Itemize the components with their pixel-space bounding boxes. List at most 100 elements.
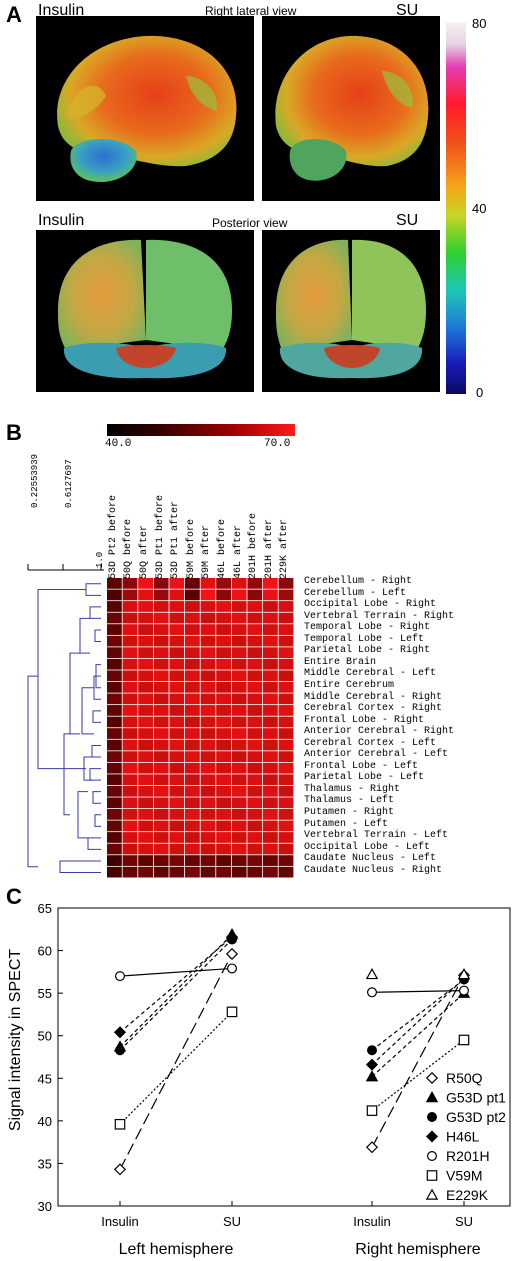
heatmap-cell [216,693,231,705]
heatmap-cell [107,820,122,832]
chart-axes: 30 35 40 45 50 55 60 65 Insulin SU Insulin SU Left h… [38,901,511,1258]
heatmap-cell [122,658,138,670]
heatmap-cell [247,843,263,855]
heatmap-cell [107,728,122,739]
row-label: Caudate Nucleus - Left [304,853,437,865]
heatmap-cell [122,843,138,855]
heatmap-scale-bar [107,424,295,436]
label-right-lateral-view: Right lateral view [205,4,297,18]
data-point [365,1141,379,1154]
heatmap-cell [153,658,169,670]
heatmap-cell [263,624,278,635]
heatmap-cell [107,624,122,635]
heatmap-cell [278,670,294,682]
heatmap-cell [169,578,185,589]
heatmap-cell [138,774,153,786]
x-tick-label: Insulin [353,1214,391,1229]
series-line [119,967,233,977]
series-line [119,953,233,1170]
row-label: Cerebral Cortex - Left [304,737,437,749]
heatmap-cell [263,716,278,728]
heatmap-cell [138,809,153,820]
heatmap-cell [278,601,294,612]
data-point [457,967,471,980]
heatmap-cell [231,635,247,647]
heatmap-cell [153,728,169,739]
heatmap-cell [138,832,153,843]
heatmap-cell [247,658,263,670]
scale-max: 70.0 [264,438,291,450]
heatmap-cell [216,762,231,774]
heatmap-cell [216,635,231,647]
heatmap-cell [231,624,247,635]
heatmap-cell [263,762,278,774]
heatmap-cell [122,774,138,786]
heatmap-cell [169,716,185,728]
heatmap-cell [138,658,153,670]
legend-label: G53D pt1 [446,1090,506,1106]
heatmap-cell [216,670,231,682]
heatmap-cell [247,855,263,866]
heatmap-cell [122,647,138,659]
heatmap-cell [153,635,169,647]
heatmap-cell [231,785,247,797]
heatmap-cell [122,866,138,878]
heatmap-cell [200,866,216,878]
heatmap-cell [169,635,185,647]
heatmap-cell [263,843,278,855]
heatmap-cell [122,785,138,797]
heatmap-cell [138,762,153,774]
group-label: Right hemisphere [355,1241,481,1258]
data-point [459,985,470,996]
heatmap-cell [185,578,200,589]
series-line [371,979,465,1051]
heatmap-cell [185,809,200,820]
heatmap-cell [169,681,185,693]
series-line [371,974,465,1148]
row-label: Parietal Lobe - Right [304,645,431,657]
heatmap-cell [200,762,216,774]
heatmap-cell [231,647,247,659]
heatmap-cell [153,820,169,832]
heatmap-cell [231,705,247,716]
row-label: Thalamus - Right [304,783,401,795]
heatmap-cell [153,809,169,820]
heatmap-cell [200,635,216,647]
heatmap-cell [122,693,138,705]
heatmap-cell [185,716,200,728]
y-tick-label: 30 [38,1199,52,1214]
label-posterior-view: Posterior view [212,216,288,230]
heatmap-cell [263,751,278,762]
heatmap-cell [263,774,278,786]
data-point [226,1006,238,1018]
heatmap-cell [231,820,247,832]
row-label: Entire Cerebrum [304,679,395,691]
row-label: Temporal Lobe - Right [304,622,431,634]
heatmap-cell [247,762,263,774]
brain-lateral-su [262,16,440,201]
heatmap-cell [278,762,294,774]
heatmap-cell [107,739,122,751]
heatmap-cell [278,866,294,878]
heatmap-cell [107,832,122,843]
heatmap-cell [185,681,200,693]
heatmap-cell [169,751,185,762]
brain-lateral-insulin [36,16,254,201]
heatmap-cell [200,693,216,705]
heatmap-cell [169,774,185,786]
dendrogram-branch [89,606,101,619]
heatmap-cell [247,601,263,612]
heatmap-cell [278,785,294,797]
heatmap-cell [122,589,138,601]
heatmap-cell [200,739,216,751]
heatmap-cell [247,589,263,601]
heatmap-cell [200,809,216,820]
heatmap-cell [107,681,122,693]
heatmap-cell [216,716,231,728]
heatmap-cell [278,716,294,728]
legend-label: E229K [446,1187,489,1203]
heatmap-cell [263,832,278,843]
heatmap-cell [200,578,216,589]
heatmap-cell [122,705,138,716]
row-label: Entire Brain [304,656,377,668]
